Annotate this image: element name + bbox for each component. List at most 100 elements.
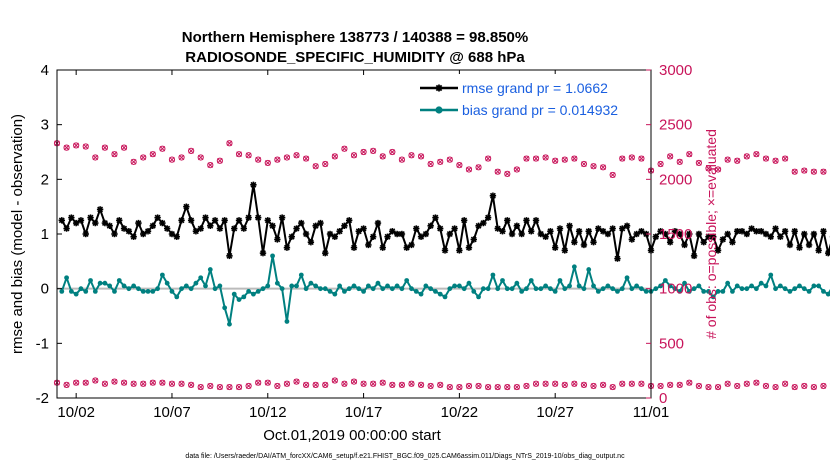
- obs-possible-point: [427, 160, 434, 168]
- obs-cross-b: [753, 379, 760, 386]
- star-d2: [58, 217, 65, 224]
- obs-cross-b: [581, 382, 587, 388]
- obs-cross-b: [332, 377, 338, 384]
- rmse-point: [173, 233, 180, 240]
- rmse-point: [805, 241, 813, 249]
- obs-evaluated-point: [226, 383, 233, 391]
- obs-circle: [82, 379, 89, 386]
- obs-circle: [465, 382, 473, 390]
- obs-circle: [341, 145, 348, 152]
- star-d2: [188, 217, 195, 224]
- star-d2: [298, 220, 305, 227]
- y-axis-label: rmse and bias (model - observation): [9, 114, 26, 354]
- bias-point: [284, 319, 290, 324]
- obs-circle: [207, 382, 214, 390]
- obs-circle: [92, 154, 99, 161]
- obs-cross-b: [494, 168, 501, 175]
- obs-possible-point: [370, 147, 377, 155]
- bias-point: [145, 289, 151, 294]
- chart-title: Northern Hemisphere 138773 / 140388 = 98…: [182, 29, 528, 46]
- obs-possible-point: [255, 156, 262, 163]
- rmse-point: [350, 244, 358, 251]
- obs-circle: [417, 381, 425, 388]
- star-d2: [590, 239, 597, 246]
- obs-circle: [245, 152, 252, 159]
- obs-evaluated-point: [762, 382, 770, 390]
- bias-point: [519, 289, 525, 294]
- star-d2: [331, 233, 338, 240]
- obs-evaluated-point: [695, 382, 703, 390]
- obs-cross-b: [130, 159, 137, 165]
- rmse-point: [408, 241, 415, 249]
- obs-possible-point: [73, 142, 80, 149]
- rmse-point: [700, 239, 707, 246]
- obs-cross-b: [456, 162, 463, 168]
- star-d2: [336, 228, 343, 235]
- bias-point: [265, 283, 271, 289]
- bias-point: [179, 286, 184, 292]
- obs-cross-b: [370, 381, 376, 387]
- y-right-tick-label: 2000: [659, 171, 692, 188]
- obs-circle: [820, 382, 827, 390]
- obs-cross-b: [782, 155, 788, 162]
- bias-point: [294, 283, 299, 289]
- rmse-point: [671, 228, 679, 235]
- bias-point: [677, 289, 683, 294]
- y-right-axis-label: # of obs: o=possible; ×=evaluated: [703, 129, 719, 339]
- obs-circle: [235, 151, 243, 158]
- obs-evaluated-point: [341, 380, 348, 387]
- chart-subtitle: RADIOSONDE_SPECIFIC_HUMIDITY @ 688 hPa: [185, 49, 525, 66]
- obs-cross-b: [437, 159, 443, 165]
- rmse-point: [599, 228, 607, 235]
- x-tick-label: 10/27: [536, 404, 574, 421]
- rmse-point: [628, 236, 636, 243]
- obs-possible-point: [782, 155, 789, 162]
- rmse-point: [302, 230, 310, 238]
- rmse-point: [221, 217, 228, 224]
- rmse-point: [68, 214, 75, 221]
- star-d2: [178, 217, 185, 224]
- obs-evaluated-point: [619, 380, 626, 387]
- bias-point: [121, 283, 127, 289]
- bias-point: [715, 289, 721, 294]
- bias-point: [375, 280, 381, 286]
- obs-circle: [264, 379, 271, 386]
- rmse-point: [374, 219, 382, 227]
- obs-circle: [178, 380, 185, 387]
- star-d2: [312, 222, 319, 229]
- footer-data-file: data file: /Users/raeder/DAI/ATM_forcXX/…: [185, 453, 625, 460]
- rmse-point: [690, 252, 698, 260]
- bias-point: [461, 286, 467, 292]
- obs-circle: [283, 154, 291, 161]
- rmse-point: [116, 217, 123, 224]
- obs-evaluated-point: [197, 383, 204, 391]
- obs-possible-point: [188, 147, 195, 155]
- star-d2: [202, 214, 209, 221]
- rmse-point: [551, 244, 559, 251]
- rmse-point: [96, 206, 104, 213]
- rmse-point: [623, 222, 631, 229]
- obs-cross-b: [265, 160, 271, 166]
- bias-point: [64, 275, 69, 281]
- y-right-tick-label: 0: [659, 390, 667, 407]
- obs-circle: [408, 380, 415, 387]
- bias-point: [758, 280, 764, 286]
- bias-point: [548, 286, 553, 292]
- y-right-tick-label: 1500: [659, 226, 692, 243]
- star-d2: [681, 241, 688, 248]
- bias-point: [490, 272, 496, 278]
- obs-cross-b: [226, 140, 233, 147]
- obs-cross-b: [562, 156, 568, 163]
- obs-possible-point: [245, 152, 252, 159]
- star-d2: [537, 231, 544, 237]
- bias-point: [437, 291, 443, 297]
- bias-point: [509, 286, 515, 292]
- star-d2: [197, 225, 204, 232]
- rmse-point: [446, 230, 454, 238]
- bias-point: [169, 289, 175, 294]
- obs-cross-b: [207, 383, 214, 389]
- bias-point: [370, 286, 376, 292]
- star-d2: [418, 233, 425, 240]
- star-d2: [585, 228, 592, 235]
